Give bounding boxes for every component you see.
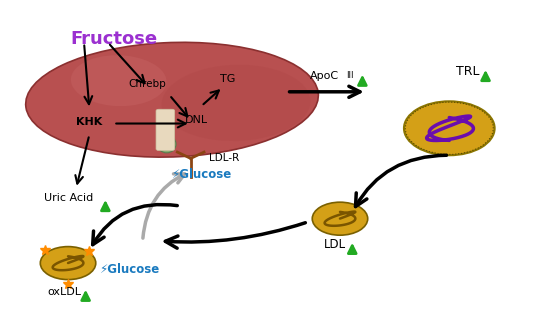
Text: ApoC: ApoC xyxy=(310,71,339,81)
Text: LDL-R: LDL-R xyxy=(210,153,240,164)
Text: ⚡Glucose: ⚡Glucose xyxy=(171,168,232,181)
Text: DNL: DNL xyxy=(184,115,207,125)
FancyBboxPatch shape xyxy=(156,109,175,150)
Text: Chrebp: Chrebp xyxy=(128,79,166,89)
Ellipse shape xyxy=(158,135,176,153)
Text: KHK: KHK xyxy=(76,117,102,127)
Text: Uric Acid: Uric Acid xyxy=(44,193,93,203)
Ellipse shape xyxy=(71,55,167,106)
Circle shape xyxy=(404,101,495,155)
Text: ⚡Glucose: ⚡Glucose xyxy=(99,263,160,276)
Text: oxLDL: oxLDL xyxy=(47,287,81,297)
Ellipse shape xyxy=(26,42,318,157)
Circle shape xyxy=(40,247,96,280)
Circle shape xyxy=(312,202,368,235)
Text: TRL: TRL xyxy=(456,65,480,78)
Text: TG: TG xyxy=(220,74,236,84)
Ellipse shape xyxy=(161,65,310,141)
Text: III: III xyxy=(346,71,354,80)
Text: Fructose: Fructose xyxy=(71,30,158,48)
Text: LDL: LDL xyxy=(324,237,346,251)
